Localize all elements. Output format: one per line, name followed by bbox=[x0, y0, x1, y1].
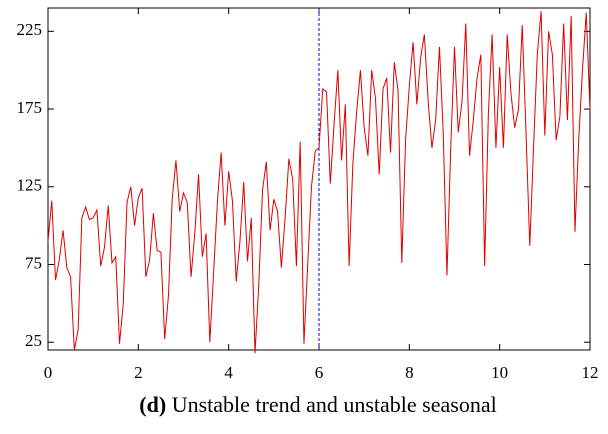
data-line bbox=[47, 11, 591, 354]
x-tick-label: 8 bbox=[405, 363, 414, 382]
caption-text: Unstable trend and unstable seasonal bbox=[172, 392, 497, 417]
y-tick-label: 225 bbox=[17, 20, 43, 39]
x-tick-label: 0 bbox=[44, 363, 53, 382]
y-tick-label: 125 bbox=[17, 176, 43, 195]
x-tick-label: 4 bbox=[224, 363, 233, 382]
x-tick-label: 6 bbox=[315, 363, 324, 382]
y-tick-label: 175 bbox=[17, 98, 43, 117]
caption-label: (d) bbox=[139, 392, 166, 417]
caption: (d) Unstable trend and unstable seasonal bbox=[139, 392, 496, 417]
x-tick-label: 10 bbox=[491, 363, 508, 382]
x-tick-label: 2 bbox=[134, 363, 143, 382]
y-tick-label: 25 bbox=[25, 331, 42, 350]
x-tick-label: 12 bbox=[582, 363, 599, 382]
y-tick-label: 75 bbox=[25, 253, 42, 272]
